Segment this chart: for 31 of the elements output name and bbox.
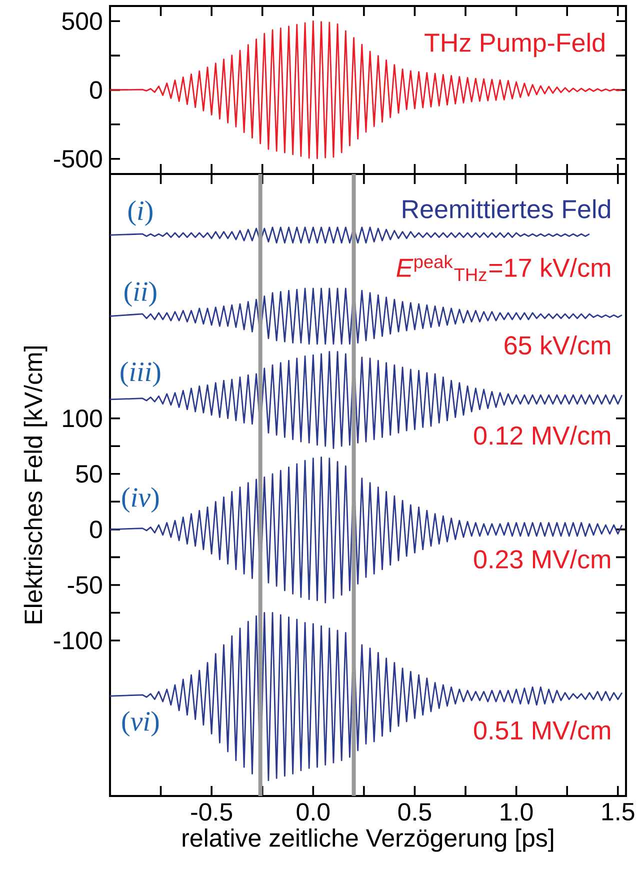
series-label: (i) — [128, 200, 152, 226]
series-label: (vi) — [122, 711, 159, 737]
y-tick-label: 0 — [90, 81, 102, 99]
series-label: THz Pump-Feld — [424, 32, 604, 58]
x-axis-title: relative zeitliche Verzögerung [ps] — [182, 828, 554, 852]
y-axis-title: Elektrisches Feld [kV/cm] — [24, 346, 48, 624]
x-tick-label: 0.0 — [296, 803, 330, 821]
series-label: (iii) — [120, 362, 160, 387]
line-series — [110, 612, 623, 782]
annotation: 65 kV/cm — [504, 335, 610, 355]
x-tick-label: 0.5 — [398, 803, 432, 821]
annotation: 0.51 MV/cm — [474, 720, 610, 740]
x-tick-label: 1.5 — [602, 803, 634, 821]
x-tick-label: 1.0 — [500, 803, 533, 821]
annotation: E$^{peak}$$_{THz}$=17 kV/cm — [396, 254, 610, 281]
line-series — [110, 226, 590, 244]
y-tick-label: 100 — [63, 410, 102, 428]
series-label: (iv) — [122, 487, 159, 513]
annotation: 0.12 MV/cm — [474, 426, 610, 445]
annotation: Reemittiertes Feld — [402, 199, 610, 218]
line-series — [110, 456, 623, 604]
y-tick-label: 50 — [76, 465, 102, 483]
line-series — [110, 20, 623, 160]
annotation: 0.23 MV/cm — [474, 549, 610, 569]
y-tick-label: 500 — [62, 12, 102, 30]
y-tick-label: -500 — [54, 150, 102, 168]
series-label: (ii) — [124, 281, 156, 307]
x-tick-label: -0.5 — [191, 803, 232, 821]
y-tick-label: 0 — [90, 520, 102, 538]
y-tick-label: -100 — [54, 632, 102, 650]
y-tick-label: -50 — [68, 576, 102, 594]
